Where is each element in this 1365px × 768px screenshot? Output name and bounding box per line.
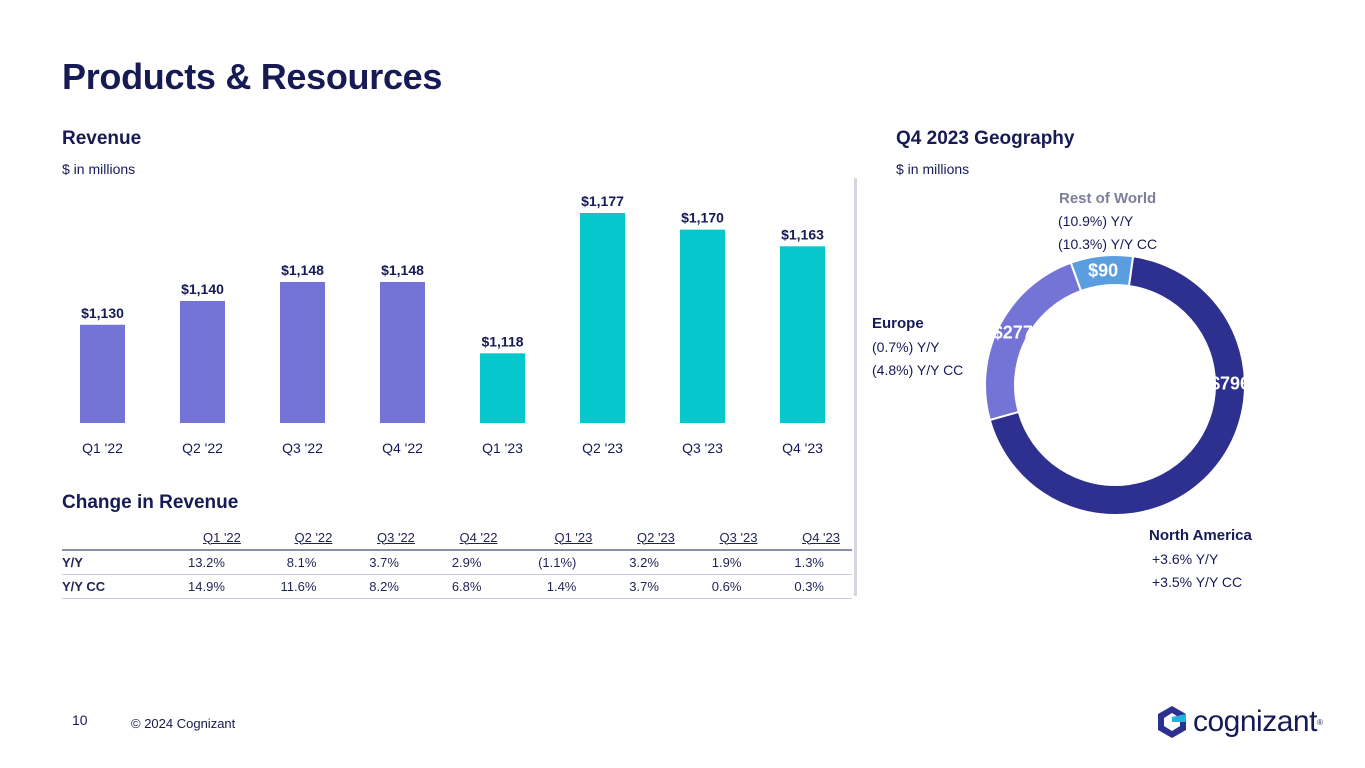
revenue-bar [780,246,825,423]
change-header-cell: Q3 '23 [686,528,770,551]
change-header-row: Q1 '22 Q2 '22 Q3 '22 Q4 '22 Q1 '23 Q2 '2… [62,528,852,551]
change-header-cell: Q2 '23 [604,528,687,551]
table-cell: 6.8% [426,574,510,599]
geography-title: Q4 2023 Geography [896,128,1075,149]
revenue-bar [480,353,525,423]
row-label: Y/Y [62,550,160,575]
region-line: +3.5% Y/Y CC [1152,574,1243,590]
revenue-bar [80,324,125,423]
table-cell: 2.9% [426,550,510,575]
table-cell: 1.3% [769,550,852,575]
region-line: (0.7%) Y/Y [872,339,940,355]
x-tick-label: Q3 '22 [282,440,323,456]
donut-value-label: $90 [1088,261,1118,281]
region-line: (10.9%) Y/Y [1058,213,1134,229]
revenue-bar [180,301,225,423]
revenue-title: Revenue [62,128,142,149]
donut-segment [988,255,1246,516]
region-line: (4.8%) Y/Y CC [872,362,964,378]
revenue-bar [380,281,425,423]
bar-value-label: $1,163 [781,226,824,242]
bar-value-label: $1,118 [481,333,523,349]
copyright: © 2024 Cognizant [131,716,236,731]
table-cell: 13.2% [160,550,253,575]
change-header-blank [62,528,160,551]
section-divider [854,178,857,596]
region-name: Rest of World [1059,190,1157,207]
x-tick-label: Q1 '23 [482,440,523,456]
x-tick-label: Q2 '22 [182,440,223,456]
region-line: (10.3%) Y/Y CC [1058,236,1158,252]
table-cell: 8.2% [344,574,427,599]
bar-value-label: $1,177 [581,193,624,209]
bar-value-label: $1,148 [381,262,424,278]
x-tick-label: Q4 '22 [382,440,423,456]
change-table: Q1 '22 Q2 '22 Q3 '22 Q4 '22 Q1 '23 Q2 '2… [62,528,852,599]
table-row: Y/Y CC 14.9% 11.6% 8.2% 6.8% 1.4% 3.7% 0… [62,574,852,599]
region-europe: Europe (0.7%) Y/Y (4.8%) Y/Y CC [872,315,963,378]
revenue-bar-chart: $1,130 Q1 '22 $1,140 Q2 '22 $1,148 Q3 '22 $1,1… [80,193,825,456]
bar-value-label: $1,170 [681,210,724,226]
geography-unit: $ in millions [896,161,970,177]
geography-donut-chart: $796 $277 $90 [984,254,1250,516]
bar-value-label: $1,130 [81,305,124,321]
change-header-cell: Q3 '22 [344,528,427,551]
change-header-cell: Q1 '22 [160,528,253,551]
table-cell: 3.2% [604,550,687,575]
x-tick-label: Q4 '23 [782,440,823,456]
revenue-bar [580,213,625,423]
cognizant-logo-icon [1158,706,1186,738]
table-cell: 3.7% [344,550,427,575]
donut-segment [1069,254,1135,293]
bar-value-label: $1,140 [181,281,224,297]
region-name: Europe [872,315,924,332]
table-cell: (1.1%) [509,550,605,575]
table-cell: 11.6% [252,574,345,599]
change-title: Change in Revenue [62,492,239,513]
page-number: 10 [72,712,88,728]
table-cell: 0.3% [769,574,852,599]
donut-value-label: $277 [993,322,1033,342]
revenue-bar [680,229,725,423]
page-title: Products & Resources [62,56,443,97]
table-cell: 3.7% [604,574,687,599]
region-rest-of-world: Rest of World (10.9%) Y/Y (10.3%) Y/Y CC [1058,190,1157,252]
table-cell: 1.9% [686,550,770,575]
change-header-cell: Q2 '22 [252,528,345,551]
x-tick-label: Q1 '22 [82,440,123,456]
region-north-america: North America +3.6% Y/Y +3.5% Y/Y CC [1149,527,1252,590]
bar-value-label: $1,148 [281,262,324,278]
change-header-cell: Q4 '23 [769,528,852,551]
table-cell: 14.9% [160,574,253,599]
change-header-cell: Q1 '23 [509,528,605,551]
row-label: Y/Y CC [62,574,160,599]
table-row: Y/Y 13.2% 8.1% 3.7% 2.9% (1.1%) 3.2% 1.9… [62,550,852,575]
table-cell: 0.6% [686,574,770,599]
region-name: North America [1149,527,1252,544]
change-header-cell: Q4 '22 [426,528,510,551]
registered-mark: ® [1316,717,1323,727]
donut-value-label: $796 [1210,374,1250,394]
x-tick-label: Q2 '23 [582,440,623,456]
cognizant-logo: cognizant ® [1155,705,1323,739]
table-cell: 1.4% [509,574,605,599]
region-line: +3.6% Y/Y [1152,551,1219,567]
table-cell: 8.1% [252,550,345,575]
revenue-unit: $ in millions [62,161,136,177]
logo-text: cognizant [1193,705,1317,738]
revenue-bar [280,281,325,423]
x-tick-label: Q3 '23 [682,440,723,456]
